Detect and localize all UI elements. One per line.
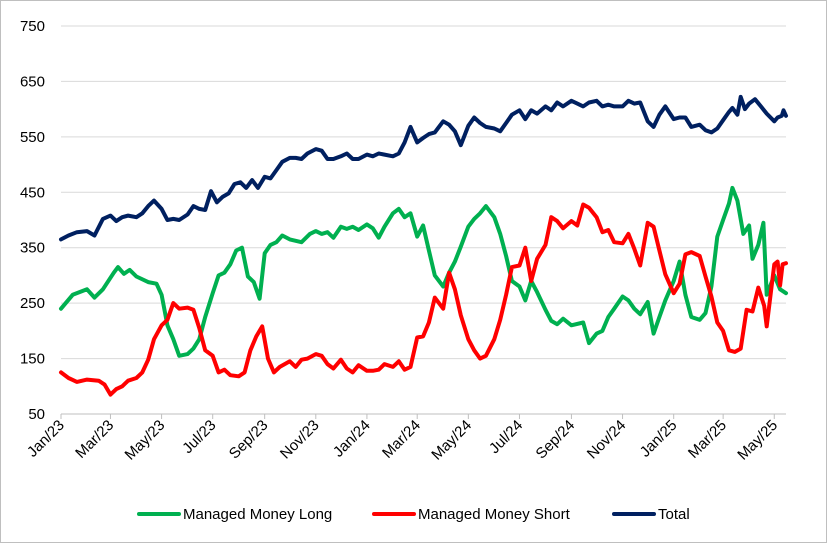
legend-label: Total [658,506,690,523]
y-tick-label: 350 [20,240,45,257]
x-tick-label: May/23 [122,417,169,464]
y-tick-label: 250 [20,295,45,312]
x-tick-label: Jan/24 [330,417,374,461]
y-tick-label: 650 [20,73,45,90]
y-tick-label: 50 [28,406,45,423]
x-tick-label: Mar/24 [379,417,424,462]
x-tick-label: Jul/23 [179,417,219,457]
y-axis-tick-labels: 50 150 250 350 450 550 650 750 [20,18,45,423]
x-tick-label: Mar/25 [685,417,730,462]
legend-label: Managed Money Short [418,506,571,523]
series-line-total [59,94,788,242]
x-tick-label: Nov/23 [277,417,323,463]
x-tick-label: Sep/24 [533,417,579,463]
x-axis-tick-labels: Jan/23 Mar/23 May/23 Jul/23 Sep/23 Nov/23 Jan/… [24,414,781,464]
x-tick-label: Sep/23 [226,417,272,463]
series-lines [59,94,788,397]
y-tick-label: 450 [20,184,45,201]
x-tick-label: Jul/24 [486,417,526,457]
y-tick-label: 150 [20,351,45,368]
x-tick-label: Jan/25 [637,417,681,461]
legend: Managed Money Long Managed Money Short Tot… [137,506,690,523]
y-tick-label: 550 [20,129,45,146]
x-tick-label: Nov/24 [584,417,630,463]
x-tick-label: May/24 [428,417,475,464]
legend-label: Managed Money Long [183,506,332,523]
series-line-managed-money-short [59,202,788,397]
y-tick-label: 750 [20,18,45,35]
x-tick-label: May/25 [734,417,781,464]
x-tick-label: Mar/23 [72,417,117,462]
x-tick-label: Jan/23 [24,417,68,461]
